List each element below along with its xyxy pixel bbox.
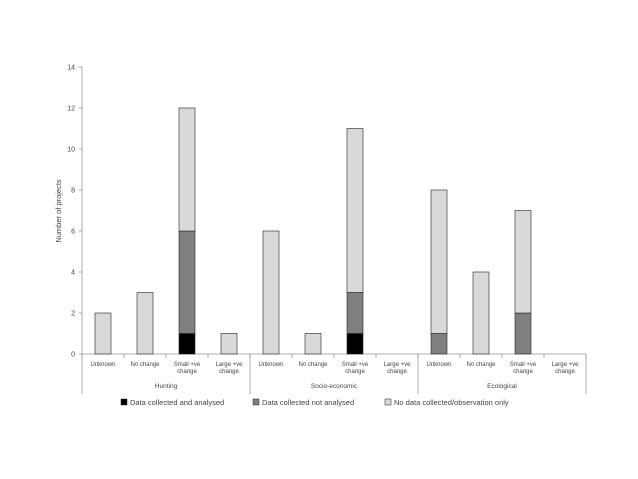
x-category-label: No change [298, 362, 328, 368]
x-group-label: Hunting [155, 383, 178, 390]
bar-segment [346, 333, 364, 355]
y-tick-label: 2 [71, 311, 75, 318]
x-group-label: Ecological [487, 383, 517, 390]
y-tick-label: 14 [67, 65, 75, 72]
x-category-label: Unknown [258, 362, 283, 368]
x-category-label: change [387, 369, 407, 375]
x-group-label: Socio-economic [311, 383, 358, 390]
y-tick-label: 0 [71, 352, 75, 359]
bar-segment [346, 292, 364, 334]
x-category-label: No change [466, 362, 496, 368]
x-category-label: change [177, 369, 197, 375]
x-category-label: Unknown [90, 362, 115, 368]
y-axis-title: Number of projects [54, 179, 63, 243]
y-tick-label: 6 [71, 229, 75, 236]
x-category-label: Large +ve [552, 362, 580, 368]
y-tick-label: 8 [71, 188, 75, 195]
bar-segment [304, 333, 322, 355]
legend-swatch [384, 398, 392, 406]
x-category-label: Small +ve [174, 362, 201, 368]
x-category-label: Large +ve [384, 362, 412, 368]
x-category-label: change [345, 369, 365, 375]
bar-segment [220, 333, 238, 355]
bar-segment [178, 107, 196, 232]
bar-segment [514, 210, 532, 314]
chart-bars [94, 107, 532, 355]
bar-segment [94, 312, 112, 355]
legend-label: Data collected not analysed [262, 398, 354, 407]
x-category-label: Small +ve [510, 362, 537, 368]
x-category-label: change [555, 369, 575, 375]
bar-segment [430, 333, 448, 355]
chart-legend: Data collected and analysed Data collecte… [120, 398, 509, 407]
bar-segment [178, 333, 196, 355]
x-category-label: Small +ve [342, 362, 369, 368]
x-category-label: Unknown [426, 362, 451, 368]
bar-segment [346, 128, 364, 293]
y-tick-label: 10 [67, 147, 75, 154]
legend-label: Data collected and analysed [130, 398, 224, 407]
bar-segment [472, 271, 490, 355]
x-category-label: change [219, 369, 239, 375]
y-tick-label: 4 [71, 270, 75, 277]
bar-segment [178, 230, 196, 334]
bar-segment [136, 292, 154, 355]
x-category-label: No change [130, 362, 160, 368]
legend-swatch [252, 398, 260, 406]
x-category-label: change [513, 369, 533, 375]
bar-segment [430, 189, 448, 334]
y-tick-label: 12 [67, 106, 75, 113]
legend-swatch [120, 398, 128, 406]
bar-segment [262, 230, 280, 355]
chart-axes: 0 2 4 6 8 10 12 14 [67, 65, 587, 394]
bar-segment [514, 312, 532, 355]
legend-label: No data collected/observation only [394, 398, 509, 407]
x-category-label: Large +ve [216, 362, 244, 368]
